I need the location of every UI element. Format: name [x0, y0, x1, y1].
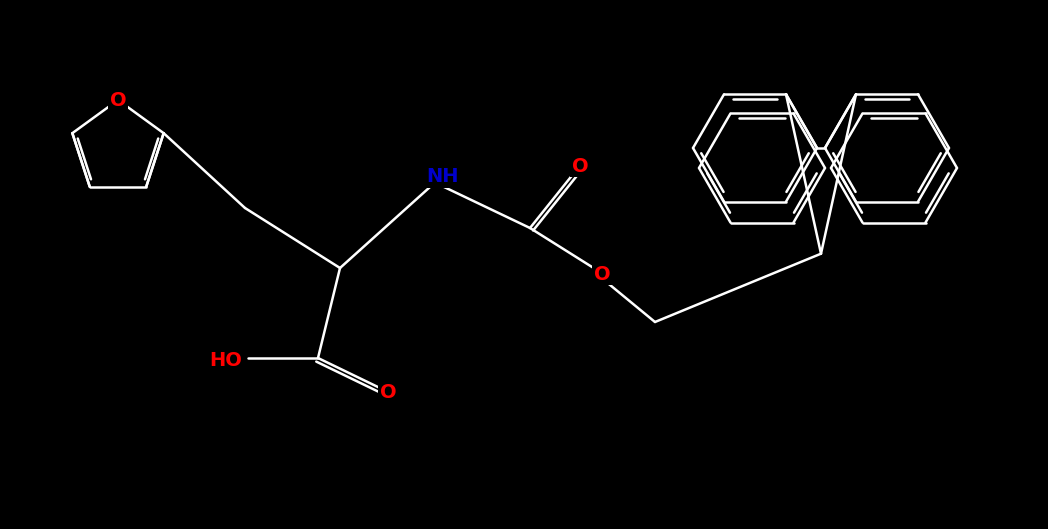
Text: NH: NH — [425, 168, 458, 187]
Text: O: O — [572, 157, 588, 176]
Text: O: O — [379, 382, 396, 402]
Text: HO: HO — [210, 351, 242, 369]
Text: O: O — [110, 90, 127, 110]
Text: O: O — [593, 264, 610, 284]
